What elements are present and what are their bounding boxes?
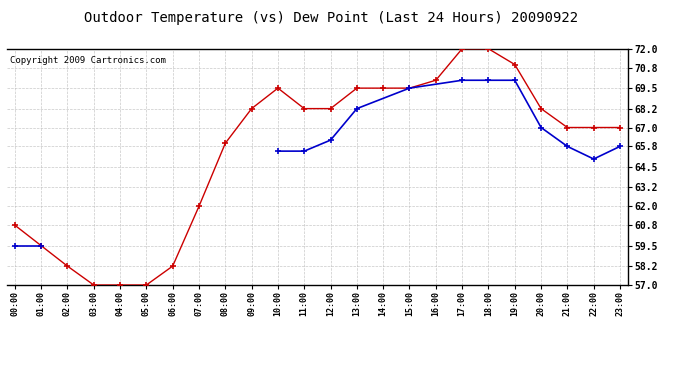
Text: Outdoor Temperature (vs) Dew Point (Last 24 Hours) 20090922: Outdoor Temperature (vs) Dew Point (Last…	[84, 11, 578, 25]
Text: Copyright 2009 Cartronics.com: Copyright 2009 Cartronics.com	[10, 56, 166, 65]
